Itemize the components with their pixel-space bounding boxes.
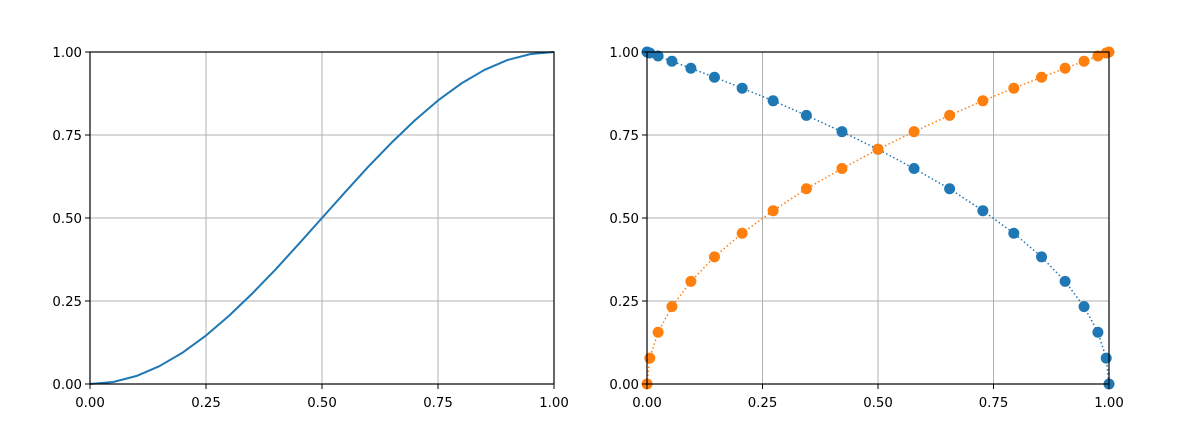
series-1-point (1078, 55, 1090, 67)
series-1-point (944, 109, 956, 121)
series-1-point (666, 301, 678, 313)
series-1-point (977, 95, 989, 107)
x-tick-label: 0.25 (748, 396, 778, 411)
series-0-point (1092, 326, 1104, 338)
y-tick-label: 0.75 (52, 129, 82, 144)
series-0-line (89, 51, 555, 385)
y-tick-label: 0.25 (52, 295, 82, 310)
x-tick-label: 0.75 (423, 396, 453, 411)
series-0-point (1036, 251, 1048, 263)
series-1-point (708, 251, 720, 263)
left-plot: 0.00 0.25 0.50 0.75 1.00 0.00 0.25 0.50 0.75 1.00 (52, 46, 568, 411)
y-tick-label: 1.00 (609, 46, 639, 61)
y-tick-label: 0.50 (52, 212, 82, 227)
series-0-point (944, 183, 956, 195)
series-1-point (1036, 71, 1048, 83)
x-tick-label: 0.50 (863, 396, 893, 411)
x-tick-label: 0.75 (979, 396, 1009, 411)
x-tick-label: 0.00 (75, 396, 105, 411)
series-1-point (736, 227, 748, 239)
series-0-point (685, 62, 697, 74)
series-0-point (908, 163, 920, 175)
series-0-line (646, 51, 1110, 385)
series-0-point (800, 109, 812, 121)
series-0-point (708, 71, 720, 83)
series-1-point (908, 126, 920, 138)
series-1-point (872, 143, 884, 155)
x-tick-label: 0.25 (191, 396, 221, 411)
series-0-point (1078, 301, 1090, 313)
series-0-point (1059, 275, 1071, 287)
x-tick-label: 1.00 (1094, 396, 1124, 411)
series-0-point (736, 82, 748, 94)
x-tick-label: 1.00 (539, 396, 569, 411)
series-0-point (977, 205, 989, 217)
x-tick-label: 0.50 (307, 396, 337, 411)
y-tick-label: 0.75 (609, 129, 639, 144)
series-1-point (644, 352, 656, 364)
series-1-point (836, 163, 848, 175)
series-0-point (767, 95, 779, 107)
series-0-point (1008, 227, 1020, 239)
x-tick-label: 0.00 (632, 396, 662, 411)
y-tick-label: 0.25 (609, 295, 639, 310)
series-1-point (1092, 50, 1104, 62)
series-1-point (767, 205, 779, 217)
series-0-point (836, 126, 848, 138)
series-1-point (652, 326, 664, 338)
y-tick-label: 0.00 (52, 378, 82, 393)
series-0-point (666, 55, 678, 67)
y-tick-label: 0.00 (609, 378, 639, 393)
y-tick-label: 0.50 (609, 212, 639, 227)
right-plot: 0.00 0.25 0.50 0.75 1.00 0.00 0.25 0.50 0.75 1.00 (609, 46, 1123, 411)
series-0-point (1100, 352, 1112, 364)
series-0-point (652, 50, 664, 62)
series-1-point (800, 183, 812, 195)
series-1-point (1008, 82, 1020, 94)
series-1-point (1059, 62, 1071, 74)
y-tick-label: 1.00 (52, 46, 82, 61)
series-1-point (685, 275, 697, 287)
